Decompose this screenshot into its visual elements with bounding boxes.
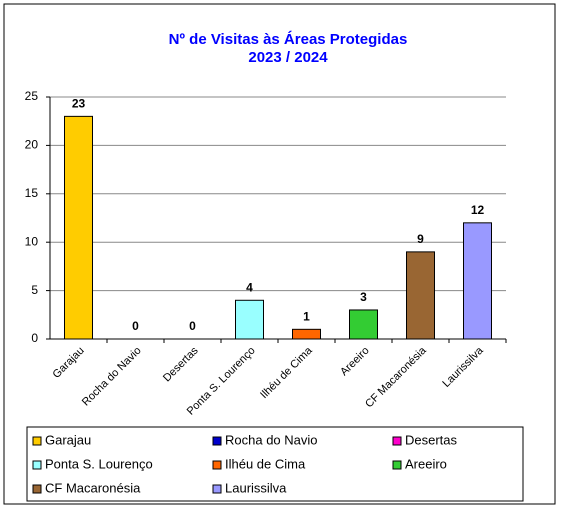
y-tick-label: 10 — [25, 234, 39, 248]
value-label: 23 — [72, 97, 86, 111]
value-label: 1 — [303, 309, 310, 323]
legend-swatch — [392, 460, 402, 470]
legend-swatch — [32, 484, 42, 494]
legend-swatch — [392, 436, 402, 446]
chart-subtitle: 2023 / 2024 — [248, 49, 328, 66]
value-label: 3 — [360, 290, 367, 304]
bar — [292, 328, 321, 340]
value-label: 9 — [417, 232, 424, 246]
legend-label: Areeiro — [405, 456, 447, 471]
legend-label: Garajau — [45, 432, 91, 447]
legend-swatch — [212, 484, 222, 494]
legend-label: CF Macaronésia — [45, 480, 141, 495]
y-tick-label: 25 — [25, 89, 39, 103]
bar — [349, 309, 378, 340]
legend-label: Laurissilva — [225, 480, 287, 495]
value-label: 0 — [189, 319, 196, 333]
y-tick-label: 20 — [25, 138, 39, 152]
legend-label: Ponta S. Lourenço — [45, 456, 153, 471]
bar — [463, 222, 492, 340]
legend-label: Rocha do Navio — [225, 432, 318, 447]
chart-title: Nº de Visitas às Áreas Protegidas — [169, 31, 408, 48]
legend-swatch — [32, 436, 42, 446]
legend-label: Ilhéu de Cima — [225, 456, 306, 471]
legend-swatch — [212, 436, 222, 446]
value-label: 4 — [246, 280, 253, 294]
legend-box — [26, 426, 524, 502]
y-tick-label: 5 — [31, 283, 38, 297]
y-tick-label: 0 — [31, 331, 38, 345]
bar — [235, 299, 264, 340]
bar — [406, 251, 435, 340]
value-label: 12 — [471, 203, 485, 217]
legend-swatch — [32, 460, 42, 470]
bar — [64, 115, 93, 340]
y-tick-label: 15 — [25, 186, 39, 200]
legend-swatch — [212, 460, 222, 470]
legend-label: Desertas — [405, 432, 458, 447]
value-label: 0 — [132, 319, 139, 333]
